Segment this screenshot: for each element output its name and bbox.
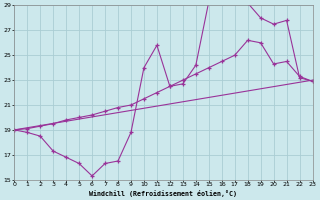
X-axis label: Windchill (Refroidissement éolien,°C): Windchill (Refroidissement éolien,°C) [89, 190, 237, 197]
